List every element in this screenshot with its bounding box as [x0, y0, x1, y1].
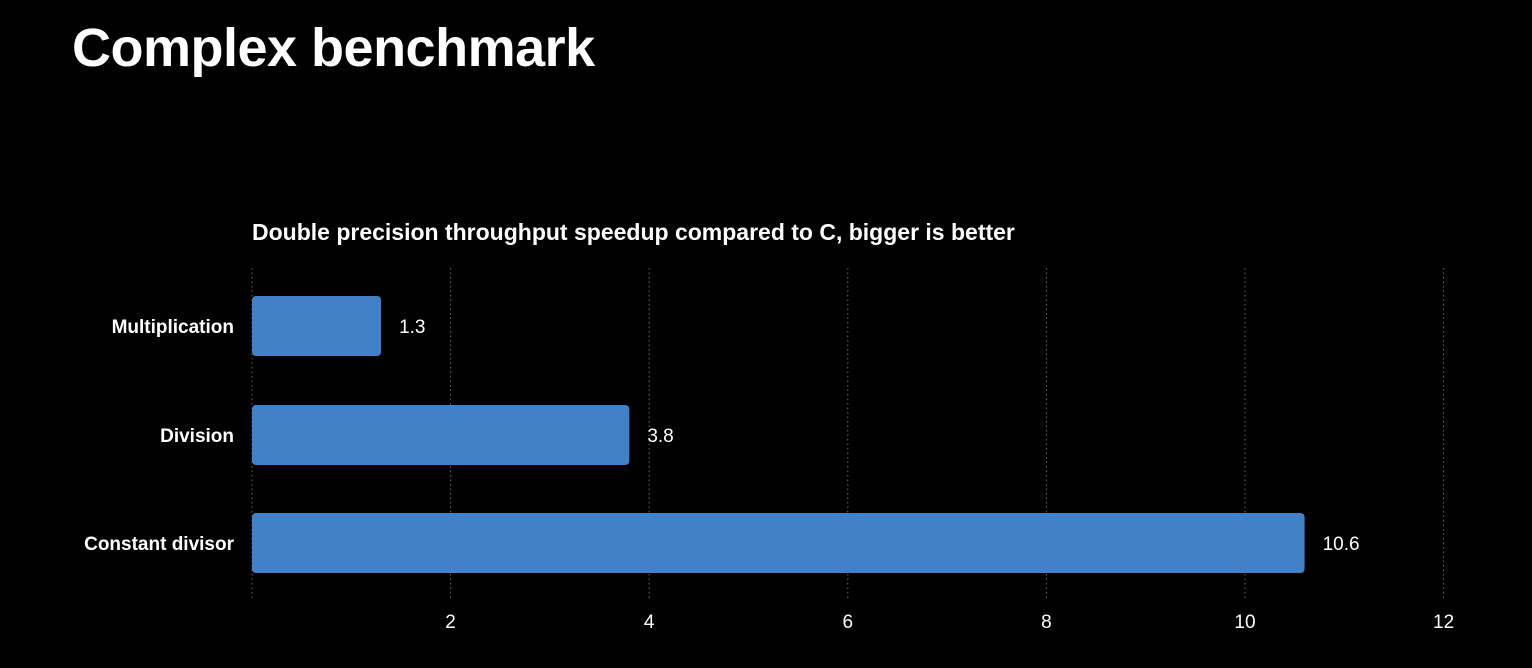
x-tick-label: 8	[1041, 612, 1052, 633]
x-tick-label: 4	[644, 612, 655, 633]
page-title: Complex benchmark	[72, 18, 595, 78]
value-label: 10.6	[1323, 534, 1360, 555]
x-tick-label: 2	[445, 612, 456, 633]
chart-title: Double precision throughput speedup comp…	[252, 219, 1015, 245]
bars	[252, 296, 1305, 573]
category-label: Constant divisor	[84, 534, 235, 555]
bar-multiplication	[252, 296, 382, 356]
bar-constant-divisor	[252, 513, 1305, 573]
value-label: 3.8	[647, 426, 673, 447]
category-label: Multiplication	[112, 317, 234, 338]
labels: 2 4 6 8 10 12 Multiplication 1.3 Division 3.8 Cons…	[84, 317, 1454, 633]
x-tick-label: 6	[843, 612, 854, 633]
bar-division	[252, 405, 630, 465]
value-label: 1.3	[399, 317, 425, 338]
category-label: Division	[160, 426, 234, 447]
x-tick-label: 10	[1234, 612, 1255, 633]
x-tick-label: 12	[1433, 612, 1454, 633]
